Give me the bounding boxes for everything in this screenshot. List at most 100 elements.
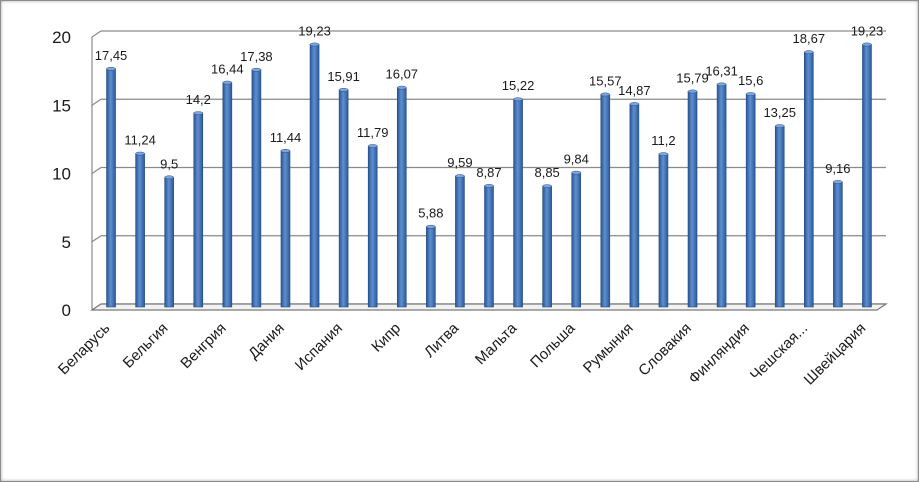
bar-top-13: [484, 184, 494, 188]
bar-18: [629, 102, 640, 308]
bar-20: [687, 89, 698, 308]
bar-2: [164, 175, 174, 308]
bar-body-14: [513, 98, 523, 308]
bar-body-15: [542, 185, 552, 308]
gridline-connector-1: [91, 235, 102, 243]
bar-top-17: [600, 92, 611, 97]
y-tick-label-4: 20: [52, 28, 71, 47]
bar-22: [745, 92, 756, 308]
bar-24: [804, 50, 814, 308]
data-label-21: 16,31: [705, 63, 738, 78]
bar-body-8: [338, 89, 349, 308]
bar-top-23: [774, 124, 785, 128]
y-axis-ticks: 0 5 10 15 20: [52, 28, 71, 320]
category-label-20: Словакия: [635, 320, 695, 380]
bar-body-21: [716, 84, 727, 308]
bar-body-9: [367, 145, 378, 308]
bar-body-4: [222, 82, 233, 308]
bar-top-11: [426, 224, 436, 229]
bar-top-3: [193, 111, 204, 116]
bar-25: [833, 180, 843, 308]
bar-0: [106, 66, 116, 308]
data-label-25: 9,16: [825, 161, 850, 176]
bar-top-12: [455, 174, 465, 178]
category-label-18: Румыния: [580, 320, 637, 377]
bar-body-26: [862, 44, 872, 308]
category-label-22: Финляндия: [685, 320, 753, 388]
bar-9: [367, 144, 378, 308]
category-label-26: Швейцария: [801, 320, 870, 389]
data-label-12: 9,59: [447, 155, 472, 170]
bar-23: [774, 124, 785, 308]
bar-body-7: [309, 44, 320, 308]
bar-top-25: [833, 180, 843, 184]
data-label-22: 15,6: [738, 73, 763, 88]
bar-top-10: [397, 85, 407, 90]
bar-top-6: [280, 148, 291, 153]
data-label-9: 11,79: [357, 125, 389, 140]
bar-body-10: [396, 87, 407, 308]
bar-body-13: [484, 185, 494, 308]
data-label-26: 19,23: [851, 24, 884, 39]
data-label-16: 9,84: [564, 152, 589, 167]
y-tick-label-3: 15: [52, 96, 71, 115]
bar-body-3: [193, 112, 204, 308]
bar-body-0: [106, 68, 116, 308]
data-label-4: 16,44: [211, 62, 244, 77]
category-label-0: Беларусь: [55, 320, 114, 379]
bar-body-11: [426, 226, 436, 308]
data-label-3: 14,2: [186, 92, 211, 107]
bar-body-5: [251, 69, 262, 308]
bar-body-22: [745, 93, 756, 308]
bar-10: [396, 85, 407, 308]
bar-8: [338, 87, 349, 308]
data-label-20: 15,79: [676, 70, 709, 85]
category-label-12: Литва: [421, 319, 463, 361]
bar-top-21: [716, 82, 727, 87]
bar-top-20: [687, 89, 698, 94]
bar-12: [455, 174, 465, 308]
bar-1: [135, 151, 145, 308]
bar-15: [542, 184, 552, 308]
bar-19: [658, 152, 669, 308]
y-tick-label-1: 5: [62, 233, 71, 252]
category-label-14: Мальта: [472, 319, 521, 368]
data-label-0: 17,45: [95, 48, 128, 63]
data-label-18: 14,87: [618, 83, 651, 98]
bar-body-19: [658, 153, 669, 308]
bar-top-2: [164, 175, 174, 180]
gridline-connector-4: [91, 30, 102, 38]
bar-6: [280, 148, 291, 308]
bar-top-7: [309, 42, 320, 47]
bar-26: [862, 42, 872, 308]
bar-body-1: [135, 153, 145, 308]
bar-top-15: [542, 184, 552, 189]
bar-top-19: [658, 152, 669, 156]
bar-top-4: [222, 80, 233, 85]
category-label-2: Бельгия: [120, 320, 172, 372]
x-axis-labels: Беларусь Бельгия Венгрия Дания Испания Кипр Ли…: [55, 319, 869, 388]
bar-body-6: [280, 150, 291, 308]
bar-top-16: [571, 170, 581, 175]
bar-top-24: [804, 50, 814, 55]
category-label-6: Дания: [245, 320, 288, 363]
bar-body-2: [164, 177, 174, 308]
bar-body-12: [455, 175, 465, 308]
category-label-16: Польша: [527, 319, 579, 371]
bar-body-20: [687, 91, 698, 308]
bar-11: [426, 224, 436, 308]
bar-body-17: [600, 94, 611, 308]
bar-14: [513, 97, 523, 308]
bar-body-25: [833, 181, 843, 308]
data-label-11: 5,88: [418, 206, 443, 221]
bars: [106, 42, 872, 308]
data-label-17: 15,57: [589, 73, 622, 88]
y-tick-label-2: 10: [52, 165, 71, 184]
data-label-23: 13,25: [763, 105, 796, 120]
bar-top-18: [629, 102, 640, 106]
bar-3: [193, 111, 204, 308]
bar-4: [222, 80, 233, 308]
